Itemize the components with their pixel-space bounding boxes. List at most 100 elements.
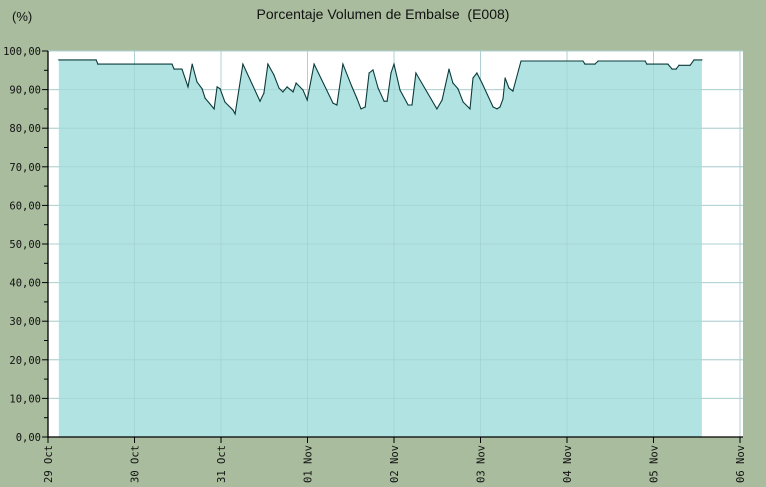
data-point: [472, 77, 474, 79]
data-point: [306, 99, 308, 101]
data-point: [457, 88, 459, 90]
volume-area: [58, 59, 702, 438]
grid-lines-overlay: [47, 50, 743, 437]
data-point: [646, 63, 648, 65]
data-point: [342, 63, 344, 65]
data-point: [476, 72, 478, 74]
y-tick-label: 60,00: [9, 200, 41, 212]
x-tick-label: 05 Nov: [649, 445, 661, 483]
data-point: [502, 98, 504, 100]
data-point: [520, 60, 522, 62]
x-tick-label: 30 Oct: [130, 445, 142, 483]
y-tick-label: 100,00: [3, 46, 41, 58]
data-point: [492, 106, 494, 108]
data-point: [332, 102, 334, 104]
data-point: [644, 60, 646, 62]
chart-title: Porcentaje Volumen de Embalse (E008): [257, 6, 510, 22]
data-point: [462, 101, 464, 103]
y-axis-ticks: 0,00 10,00 20,00 30,00 40,00 50,00 60,00 70,00 8…: [3, 46, 48, 444]
data-point: [216, 86, 218, 88]
data-point: [336, 104, 338, 106]
data-point: [689, 64, 691, 66]
data-point: [594, 63, 596, 65]
x-tick-label: 04 Nov: [562, 445, 574, 483]
data-point: [173, 68, 175, 70]
data-point: [356, 97, 358, 99]
data-point: [436, 108, 438, 110]
data-point: [448, 68, 450, 70]
data-point: [196, 81, 198, 83]
data-points: [58, 59, 703, 115]
y-tick-label: 40,00: [9, 278, 41, 290]
data-point: [368, 72, 370, 74]
data-point: [597, 60, 599, 62]
y-tick-label: 20,00: [9, 355, 41, 367]
data-point: [292, 91, 294, 93]
x-tick-label: 06 Nov: [735, 445, 747, 483]
data-point: [452, 82, 454, 84]
data-point: [441, 99, 443, 101]
y-tick-label: 0,00: [16, 432, 41, 444]
y-axis-unit: (%): [12, 9, 32, 24]
y-tick-label: 90,00: [9, 85, 41, 97]
data-point: [351, 86, 353, 88]
data-point: [584, 63, 586, 65]
data-point: [508, 87, 510, 89]
data-point: [242, 63, 244, 65]
x-tick-label: 29 Oct: [43, 445, 55, 483]
data-point: [675, 68, 677, 70]
data-point: [201, 88, 203, 90]
data-point: [504, 77, 506, 79]
data-point: [191, 63, 193, 65]
data-point: [499, 106, 501, 108]
data-point: [693, 59, 695, 61]
data-point: [234, 113, 236, 115]
data-point: [701, 59, 703, 61]
data-point: [678, 64, 680, 66]
data-point: [204, 97, 206, 99]
data-point: [469, 108, 471, 110]
data-point: [399, 89, 401, 91]
data-point: [407, 104, 409, 106]
data-point: [263, 92, 265, 94]
x-tick-label: 31 Oct: [216, 445, 228, 483]
data-point: [273, 74, 275, 76]
data-point: [411, 104, 413, 106]
data-point: [481, 82, 483, 84]
data-point: [390, 72, 392, 74]
x-tick-label: 02 Nov: [389, 445, 401, 483]
data-point: [302, 89, 304, 91]
data-point: [496, 108, 498, 110]
data-point: [372, 69, 374, 71]
y-tick-label: 10,00: [9, 393, 41, 405]
data-point: [671, 68, 673, 70]
data-point: [313, 63, 315, 65]
y-tick-label: 70,00: [9, 162, 41, 174]
y-tick-label: 50,00: [9, 239, 41, 251]
x-tick-label: 01 Nov: [303, 445, 315, 483]
data-point: [171, 63, 173, 65]
data-point: [282, 91, 284, 93]
data-point: [219, 88, 221, 90]
data-point: [667, 63, 669, 65]
data-point: [187, 86, 189, 88]
data-point: [364, 106, 366, 108]
data-point: [259, 100, 261, 102]
data-point: [415, 72, 417, 74]
data-point: [232, 109, 234, 111]
data-point: [383, 100, 385, 102]
data-point: [97, 63, 99, 65]
data-point: [295, 82, 297, 84]
data-point: [377, 87, 379, 89]
data-point: [95, 59, 97, 61]
data-point: [213, 108, 215, 110]
data-point: [386, 100, 388, 102]
data-point: [58, 59, 60, 61]
data-point: [582, 60, 584, 62]
x-axis-ticks: 29 Oct 30 Oct 31 Oct 01 Nov 02 Nov 03 Nov 04 N…: [43, 437, 747, 483]
data-point: [267, 63, 269, 65]
data-point: [286, 86, 288, 88]
y-tick-label: 30,00: [9, 316, 41, 328]
data-point: [181, 68, 183, 70]
